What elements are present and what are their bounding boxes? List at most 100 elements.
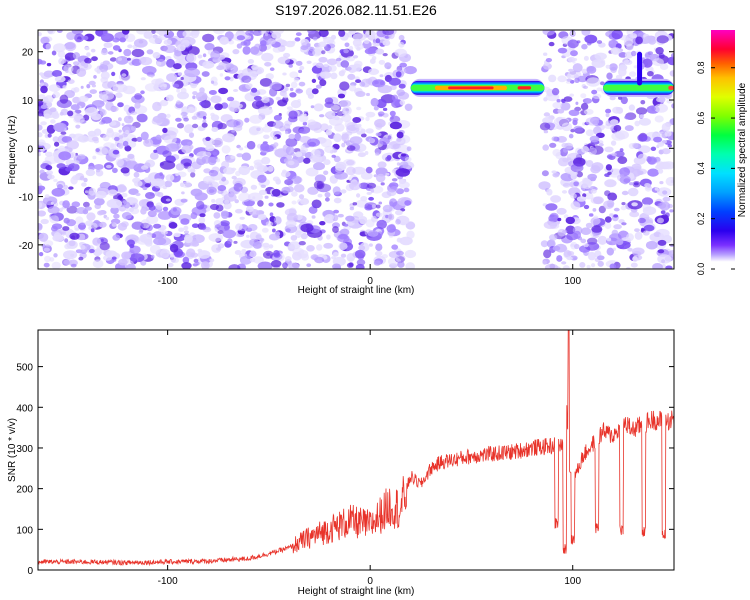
noise-speckle: [131, 221, 144, 230]
noise-speckle: [152, 101, 162, 112]
noise-speckle: [313, 162, 325, 171]
noise-speckle: [665, 265, 673, 269]
noise-speckle: [398, 34, 405, 41]
x-tick-label: 0: [367, 276, 373, 287]
noise-speckle: [294, 37, 301, 42]
noise-speckle: [613, 207, 620, 212]
noise-speckle: [318, 56, 328, 63]
noise-speckle: [545, 203, 558, 211]
noise-speckle: [210, 50, 221, 60]
noise-speckle: [221, 211, 229, 219]
noise-speckle: [589, 135, 600, 143]
noise-speckle: [352, 63, 362, 72]
noise-speckle: [572, 63, 583, 73]
noise-speckle: [152, 52, 161, 59]
noise-speckle: [141, 165, 149, 170]
noise-speckle: [106, 129, 115, 138]
noise-speckle: [57, 184, 63, 190]
noise-speckle: [320, 123, 329, 132]
noise-speckle: [332, 226, 339, 233]
noise-speckle: [406, 230, 415, 239]
noise-speckle: [264, 62, 272, 67]
noise-speckle: [248, 165, 255, 171]
noise-speckle: [194, 192, 208, 201]
noise-speckle: [395, 71, 402, 78]
noise-speckle: [325, 197, 330, 202]
noise-speckle: [581, 146, 590, 153]
noise-speckle: [107, 51, 114, 55]
noise-speckle: [606, 247, 614, 256]
noise-speckle: [319, 221, 326, 226]
noise-speckle: [96, 69, 101, 74]
noise-speckle: [174, 49, 182, 57]
noise-speckle: [123, 201, 131, 209]
noise-speckle: [202, 116, 207, 120]
noise-speckle: [210, 114, 220, 121]
noise-speckle: [195, 91, 208, 101]
noise-speckle: [570, 172, 577, 180]
noise-speckle: [316, 244, 323, 251]
noise-speckle: [262, 242, 270, 248]
noise-speckle: [111, 222, 117, 227]
noise-speckle: [319, 114, 325, 118]
noise-speckle: [226, 137, 233, 143]
noise-speckle: [399, 161, 409, 169]
noise-speckle: [231, 175, 237, 180]
noise-speckle: [222, 229, 236, 239]
noise-speckle: [67, 110, 74, 117]
noise-speckle: [627, 247, 633, 252]
noise-speckle: [131, 137, 138, 142]
noise-speckle: [118, 129, 122, 133]
noise-speckle: [76, 68, 87, 77]
noise-speckle: [336, 61, 342, 68]
noise-speckle: [548, 74, 557, 83]
noise-speckle: [593, 215, 599, 220]
noise-speckle: [133, 38, 148, 48]
noise-speckle: [356, 46, 361, 51]
noise-speckle: [213, 212, 221, 219]
noise-speckle: [611, 131, 625, 141]
noise-speckle: [125, 208, 132, 212]
noise-speckle: [219, 220, 230, 227]
noise-speckle: [196, 200, 205, 210]
noise-speckle: [346, 145, 356, 151]
noise-speckle: [170, 257, 176, 263]
noise-speckle: [609, 63, 618, 71]
noise-speckle: [178, 227, 185, 232]
noise-speckle: [262, 126, 273, 133]
noise-speckle: [343, 49, 349, 54]
noise-speckle: [400, 153, 407, 157]
noise-speckle: [275, 96, 281, 101]
noise-speckle: [218, 178, 229, 186]
noise-speckle: [632, 142, 639, 149]
noise-speckle: [97, 210, 104, 216]
y-tick-label: -10: [19, 193, 34, 204]
noise-speckle: [208, 90, 217, 95]
noise-speckle: [40, 148, 45, 152]
noise-speckle: [227, 238, 233, 245]
noise-speckle: [261, 156, 271, 165]
noise-speckle: [584, 192, 594, 200]
noise-speckle: [51, 187, 66, 197]
noise-speckle: [374, 250, 383, 257]
noise-speckle: [260, 40, 267, 47]
noise-speckle: [48, 84, 61, 92]
noise-speckle: [95, 169, 101, 173]
noise-speckle: [167, 262, 174, 268]
noise-speckle: [359, 216, 368, 225]
noise-speckle: [335, 168, 343, 173]
noise-speckle: [405, 262, 415, 269]
noise-speckle: [100, 71, 110, 80]
noise-speckle: [406, 146, 412, 152]
noise-speckle: [657, 239, 667, 246]
noise-speckle: [306, 245, 315, 252]
y-tick-label: 0: [27, 566, 33, 577]
noise-speckle: [217, 122, 227, 130]
noise-speckle: [218, 87, 229, 95]
noise-speckle: [547, 239, 556, 249]
noise-speckle: [669, 243, 674, 247]
noise-speckle: [365, 116, 370, 122]
noise-speckle: [590, 188, 597, 194]
noise-speckle: [289, 92, 297, 98]
noise-speckle: [68, 240, 76, 247]
